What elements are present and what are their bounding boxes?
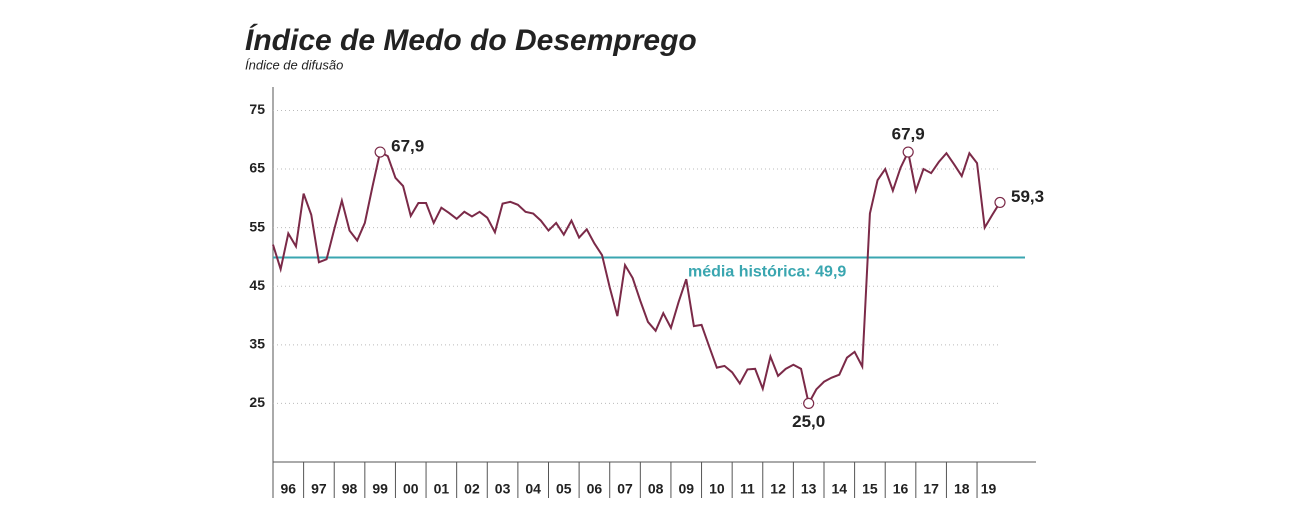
data-line xyxy=(272,148,1001,407)
chart-subtitle: Índice de difusão xyxy=(245,57,343,72)
x-tick-label: 02 xyxy=(464,481,480,497)
x-tick-label: 16 xyxy=(893,481,909,497)
x-tick-label: 07 xyxy=(617,481,633,497)
x-tick-label: 14 xyxy=(832,481,848,497)
x-tick-label: 08 xyxy=(648,481,664,497)
annotation-label: 59,3 xyxy=(1011,187,1044,206)
y-tick-label: 25 xyxy=(249,394,265,410)
x-tick-label: 09 xyxy=(678,481,694,497)
x-tick-label: 06 xyxy=(587,481,603,497)
x-tick-label: 15 xyxy=(862,481,878,497)
annotation-marker xyxy=(902,146,914,158)
x-tick-label: 98 xyxy=(342,481,358,497)
annotation-marker xyxy=(803,397,815,410)
x-tick-label: 04 xyxy=(525,481,541,497)
x-tick-label: 99 xyxy=(372,481,388,497)
y-tick-label: 55 xyxy=(249,218,265,234)
x-tick-label: 18 xyxy=(954,481,970,497)
x-tick-label: 13 xyxy=(801,481,817,497)
x-tick-label: 00 xyxy=(403,481,419,497)
y-tick-label: 45 xyxy=(249,277,265,293)
y-tick-label: 35 xyxy=(249,336,265,352)
annotation-label: 25,0 xyxy=(792,412,825,431)
reference-label: média histórica: 49,9 xyxy=(688,264,846,281)
x-tick-label: 17 xyxy=(923,481,939,497)
x-tick-label: 97 xyxy=(311,481,327,497)
annotation-marker xyxy=(374,146,386,158)
x-tick-label: 11 xyxy=(740,481,755,497)
x-tick-label: 10 xyxy=(709,481,725,497)
x-tick-label: 12 xyxy=(770,481,786,497)
y-tick-label: 65 xyxy=(249,160,265,176)
y-tick-label: 75 xyxy=(249,101,265,117)
x-tick-label: 96 xyxy=(281,481,297,497)
annotation-marker xyxy=(994,196,1006,209)
annotation-label: 67,9 xyxy=(391,137,424,156)
x-tick-label: 19 xyxy=(981,481,997,497)
x-tick-label: 01 xyxy=(434,481,450,497)
x-tick-label: 03 xyxy=(495,481,511,497)
x-tick-label: 05 xyxy=(556,481,572,497)
chart-title: Índice de Medo do Desemprego xyxy=(245,23,697,57)
annotation-label: 67,9 xyxy=(892,125,925,144)
